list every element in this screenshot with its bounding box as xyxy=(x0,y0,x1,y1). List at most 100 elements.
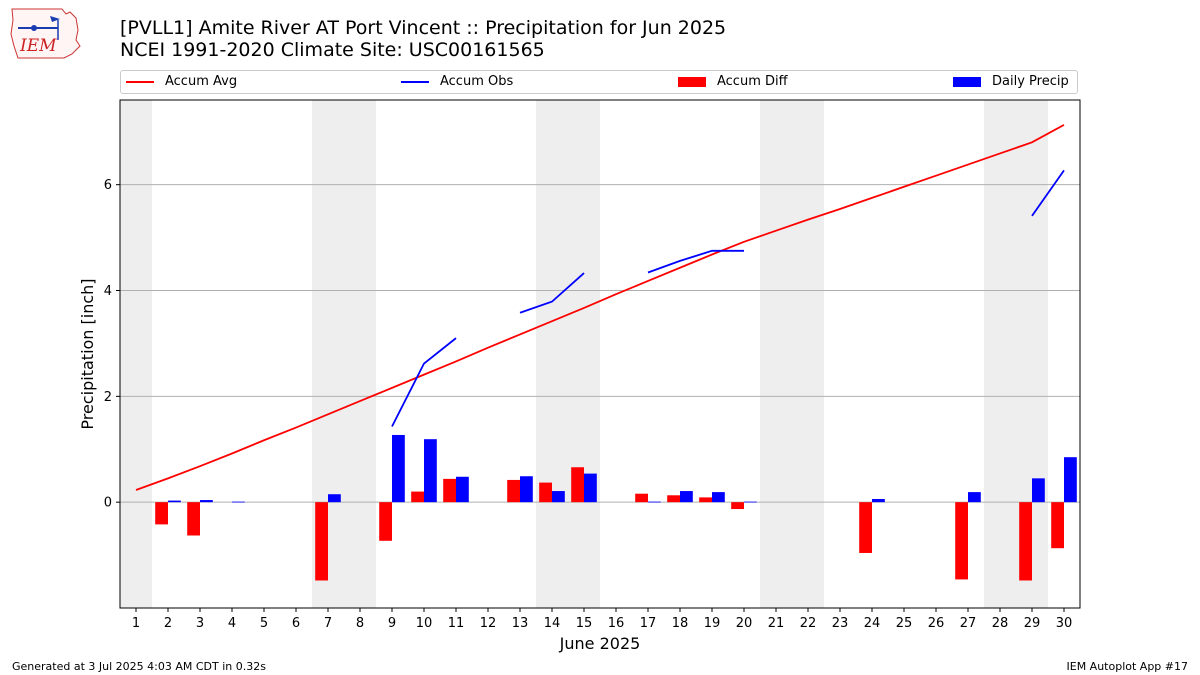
legend-item-daily-precip: Daily Precip xyxy=(953,74,1069,89)
weekend-band xyxy=(984,100,1016,608)
weekend-band xyxy=(536,100,568,608)
x-tick-label: 6 xyxy=(292,616,300,631)
legend-label-accum-avg: Accum Avg xyxy=(165,74,238,89)
accum-diff-bar xyxy=(443,478,456,503)
x-tick-label: 5 xyxy=(260,616,268,631)
accum-diff-bar xyxy=(571,467,584,503)
daily-precip-bar xyxy=(648,501,661,503)
legend-label-accum-obs: Accum Obs xyxy=(440,74,514,89)
daily-precip-bar xyxy=(424,439,437,503)
accum-obs-line xyxy=(519,272,585,314)
daily-precip-bar xyxy=(744,501,757,503)
legend-item-accum-obs: Accum Obs xyxy=(401,74,513,89)
weekend-band xyxy=(120,100,152,608)
daily-precip-bar xyxy=(392,434,405,503)
y-tick-label: 0 xyxy=(104,496,112,511)
legend-swatch-accum-avg xyxy=(126,80,154,83)
daily-precip-bar xyxy=(232,501,245,503)
x-tick-label: 29 xyxy=(1024,616,1041,631)
daily-precip-bar xyxy=(520,476,533,503)
accum-diff-bar xyxy=(379,502,392,541)
accum-diff-bar xyxy=(315,502,328,581)
legend-swatch-daily-precip xyxy=(953,76,981,87)
daily-precip-bar xyxy=(968,492,981,503)
x-tick-label: 20 xyxy=(736,616,753,631)
x-tick-label: 15 xyxy=(576,616,593,631)
accum-diff-bar xyxy=(539,482,552,503)
x-tick-label: 24 xyxy=(864,616,881,631)
x-tick-label: 26 xyxy=(928,616,945,631)
daily-precip-bar xyxy=(456,476,469,503)
x-tick-label: 9 xyxy=(388,616,396,631)
footer-app: IEM Autoplot App #17 xyxy=(1066,660,1189,673)
chart-title: [PVLL1] Amite River AT Port Vincent :: P… xyxy=(120,17,727,39)
daily-precip-bar xyxy=(584,473,597,503)
x-tick-label: 1 xyxy=(132,616,140,631)
accum-diff-bar xyxy=(635,493,648,503)
daily-precip-bar xyxy=(552,491,565,503)
x-tick-label: 16 xyxy=(608,616,625,631)
daily-precip-bar xyxy=(328,494,341,503)
daily-precip-bar xyxy=(1064,457,1077,503)
x-tick-label: 13 xyxy=(512,616,529,631)
accum-obs-line xyxy=(1031,169,1065,217)
daily-precip-bar xyxy=(1032,478,1045,503)
accum-diff-bar xyxy=(411,491,424,503)
x-tick-label: 28 xyxy=(992,616,1009,631)
x-tick-label: 21 xyxy=(768,616,785,631)
accum-diff-bar xyxy=(955,502,968,580)
legend-swatch-accum-diff xyxy=(678,76,706,87)
weekend-band xyxy=(792,100,824,608)
iem-logo: IEM xyxy=(10,8,81,59)
chart-subtitle: NCEI 1991-2020 Climate Site: USC00161565 xyxy=(120,39,545,61)
x-tick-label: 4 xyxy=(228,616,236,631)
y-axis-label: Precipitation [inch] xyxy=(78,278,97,429)
legend-item-accum-diff: Accum Diff xyxy=(678,74,788,89)
x-tick-label: 30 xyxy=(1056,616,1073,631)
x-tick-label: 2 xyxy=(164,616,172,631)
daily-precip-bar xyxy=(872,498,885,503)
legend: Accum Avg Accum Obs Accum Diff Daily Pre… xyxy=(120,70,1078,94)
y-tick-label: 6 xyxy=(104,178,112,193)
x-tick-label: 22 xyxy=(800,616,817,631)
legend-label-daily-precip: Daily Precip xyxy=(992,74,1069,89)
x-tick-label: 18 xyxy=(672,616,689,631)
x-tick-label: 8 xyxy=(356,616,364,631)
legend-item-accum-avg: Accum Avg xyxy=(126,74,237,89)
accum-diff-bar xyxy=(1051,502,1064,549)
x-tick-label: 14 xyxy=(544,616,561,631)
x-tick-label: 12 xyxy=(480,616,497,631)
x-tick-label: 3 xyxy=(196,616,204,631)
accum-obs-line xyxy=(391,337,457,427)
x-tick-label: 10 xyxy=(416,616,433,631)
accum-diff-bar xyxy=(507,479,520,503)
accum-diff-bar xyxy=(699,497,712,503)
logo-text: IEM xyxy=(19,36,57,56)
accum-avg-line xyxy=(135,124,1065,491)
x-tick-label: 7 xyxy=(324,616,332,631)
x-axis-label: June 2025 xyxy=(559,634,641,653)
accum-diff-bar xyxy=(155,502,168,525)
legend-label-accum-diff: Accum Diff xyxy=(717,74,788,89)
x-tick-label: 19 xyxy=(704,616,721,631)
accum-diff-bar xyxy=(731,502,744,510)
x-tick-label: 11 xyxy=(448,616,465,631)
accum-diff-bar xyxy=(187,502,200,536)
accum-diff-bar xyxy=(667,495,680,503)
x-tick-label: 17 xyxy=(640,616,657,631)
accum-obs-line xyxy=(647,249,744,274)
y-tick-label: 2 xyxy=(104,390,112,405)
daily-precip-bar xyxy=(712,492,725,503)
accum-diff-bar xyxy=(859,502,872,553)
weekend-band xyxy=(760,100,792,608)
weekend-band xyxy=(568,100,600,608)
x-tick-label: 27 xyxy=(960,616,977,631)
daily-precip-bar xyxy=(168,500,181,503)
daily-precip-bar xyxy=(200,500,213,503)
x-tick-label: 25 xyxy=(896,616,913,631)
legend-swatch-accum-obs xyxy=(401,80,429,83)
accum-diff-bar xyxy=(1019,502,1032,581)
plot-frame xyxy=(119,99,1081,609)
y-tick-label: 4 xyxy=(104,284,112,299)
